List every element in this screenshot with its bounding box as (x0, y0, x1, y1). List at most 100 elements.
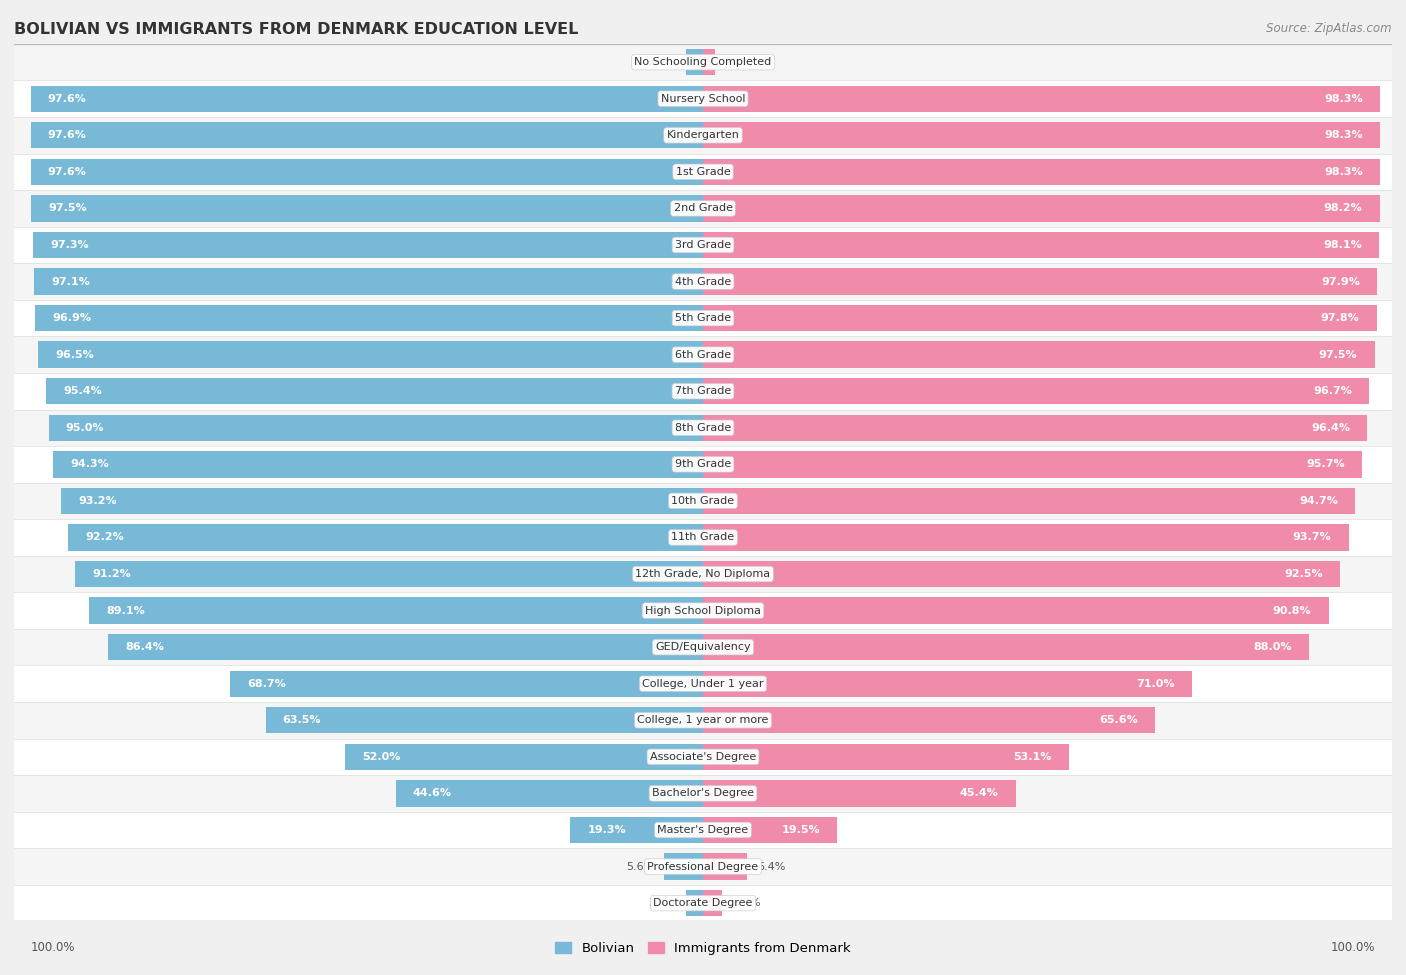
Text: 97.1%: 97.1% (51, 277, 90, 287)
Bar (395, 780, 703, 806)
Bar (569, 817, 703, 843)
Text: 94.3%: 94.3% (70, 459, 110, 469)
Bar (34, 268, 703, 294)
Text: 95.4%: 95.4% (63, 386, 101, 396)
Bar (14, 153, 1392, 190)
Text: High School Diploma: High School Diploma (645, 605, 761, 615)
Text: 89.1%: 89.1% (107, 605, 145, 615)
Bar (14, 44, 1392, 81)
Bar (703, 890, 723, 916)
Text: 6.4%: 6.4% (758, 862, 786, 872)
Bar (703, 378, 1369, 405)
Text: 5th Grade: 5th Grade (675, 313, 731, 323)
Text: 2.4%: 2.4% (648, 58, 676, 67)
Text: 45.4%: 45.4% (960, 789, 998, 799)
Bar (35, 305, 703, 332)
Bar (703, 232, 1379, 258)
Bar (14, 483, 1392, 519)
Text: 97.8%: 97.8% (1320, 313, 1360, 323)
Text: 98.3%: 98.3% (1324, 131, 1362, 140)
Text: 96.7%: 96.7% (1313, 386, 1353, 396)
Bar (67, 525, 703, 551)
Text: 53.1%: 53.1% (1014, 752, 1052, 761)
Bar (703, 744, 1069, 770)
Bar (14, 556, 1392, 592)
Bar (686, 49, 703, 75)
Bar (31, 195, 703, 221)
Text: Associate's Degree: Associate's Degree (650, 752, 756, 761)
Bar (14, 190, 1392, 227)
Bar (14, 81, 1392, 117)
Bar (703, 414, 1367, 441)
Bar (14, 739, 1392, 775)
Bar (14, 885, 1392, 921)
Bar (703, 561, 1340, 587)
Text: 10th Grade: 10th Grade (672, 496, 734, 506)
Bar (14, 592, 1392, 629)
Text: 2.8%: 2.8% (733, 898, 761, 908)
Bar (31, 86, 703, 112)
Bar (53, 451, 703, 478)
Text: Source: ZipAtlas.com: Source: ZipAtlas.com (1267, 22, 1392, 35)
Bar (89, 598, 703, 624)
Bar (703, 49, 714, 75)
Text: GED/Equivalency: GED/Equivalency (655, 643, 751, 652)
Bar (686, 890, 703, 916)
Bar (229, 671, 703, 697)
Text: 6th Grade: 6th Grade (675, 350, 731, 360)
Text: 97.3%: 97.3% (49, 240, 89, 250)
Text: 90.8%: 90.8% (1272, 605, 1312, 615)
Text: 97.6%: 97.6% (48, 131, 87, 140)
Text: 4th Grade: 4th Grade (675, 277, 731, 287)
Text: 97.5%: 97.5% (1319, 350, 1358, 360)
Text: 19.3%: 19.3% (588, 825, 626, 835)
Text: 7th Grade: 7th Grade (675, 386, 731, 396)
Text: 52.0%: 52.0% (361, 752, 401, 761)
Text: 19.5%: 19.5% (782, 825, 820, 835)
Text: 95.0%: 95.0% (66, 423, 104, 433)
Text: 98.2%: 98.2% (1323, 204, 1362, 214)
Text: Master's Degree: Master's Degree (658, 825, 748, 835)
Text: 98.3%: 98.3% (1324, 167, 1362, 176)
Bar (703, 525, 1348, 551)
Bar (46, 378, 703, 405)
Bar (703, 195, 1379, 221)
Text: 1st Grade: 1st Grade (676, 167, 730, 176)
Bar (31, 122, 703, 148)
Bar (32, 232, 703, 258)
Text: Bachelor's Degree: Bachelor's Degree (652, 789, 754, 799)
Bar (703, 671, 1192, 697)
Bar (703, 268, 1378, 294)
Bar (48, 414, 703, 441)
Bar (75, 561, 703, 587)
Text: 8th Grade: 8th Grade (675, 423, 731, 433)
Text: 93.2%: 93.2% (79, 496, 117, 506)
Bar (703, 86, 1381, 112)
Bar (703, 305, 1376, 332)
Text: College, 1 year or more: College, 1 year or more (637, 716, 769, 725)
Bar (703, 780, 1015, 806)
Text: Nursery School: Nursery School (661, 94, 745, 103)
Bar (31, 159, 703, 185)
Text: 100.0%: 100.0% (1330, 941, 1375, 955)
Bar (14, 629, 1392, 665)
Text: 93.7%: 93.7% (1292, 532, 1331, 542)
Bar (14, 702, 1392, 739)
Text: 94.7%: 94.7% (1299, 496, 1339, 506)
Text: 92.5%: 92.5% (1285, 569, 1323, 579)
Bar (665, 853, 703, 879)
Text: 97.6%: 97.6% (48, 94, 87, 103)
Text: BOLIVIAN VS IMMIGRANTS FROM DENMARK EDUCATION LEVEL: BOLIVIAN VS IMMIGRANTS FROM DENMARK EDUC… (14, 22, 578, 37)
Text: Professional Degree: Professional Degree (647, 862, 759, 872)
Text: 65.6%: 65.6% (1099, 716, 1137, 725)
Text: 86.4%: 86.4% (125, 643, 165, 652)
Bar (703, 817, 838, 843)
Bar (14, 227, 1392, 263)
Text: 71.0%: 71.0% (1136, 679, 1175, 688)
Bar (14, 848, 1392, 885)
Text: 9th Grade: 9th Grade (675, 459, 731, 469)
Bar (14, 117, 1392, 153)
Bar (344, 744, 703, 770)
Text: 95.7%: 95.7% (1306, 459, 1346, 469)
Text: 1.7%: 1.7% (725, 58, 754, 67)
